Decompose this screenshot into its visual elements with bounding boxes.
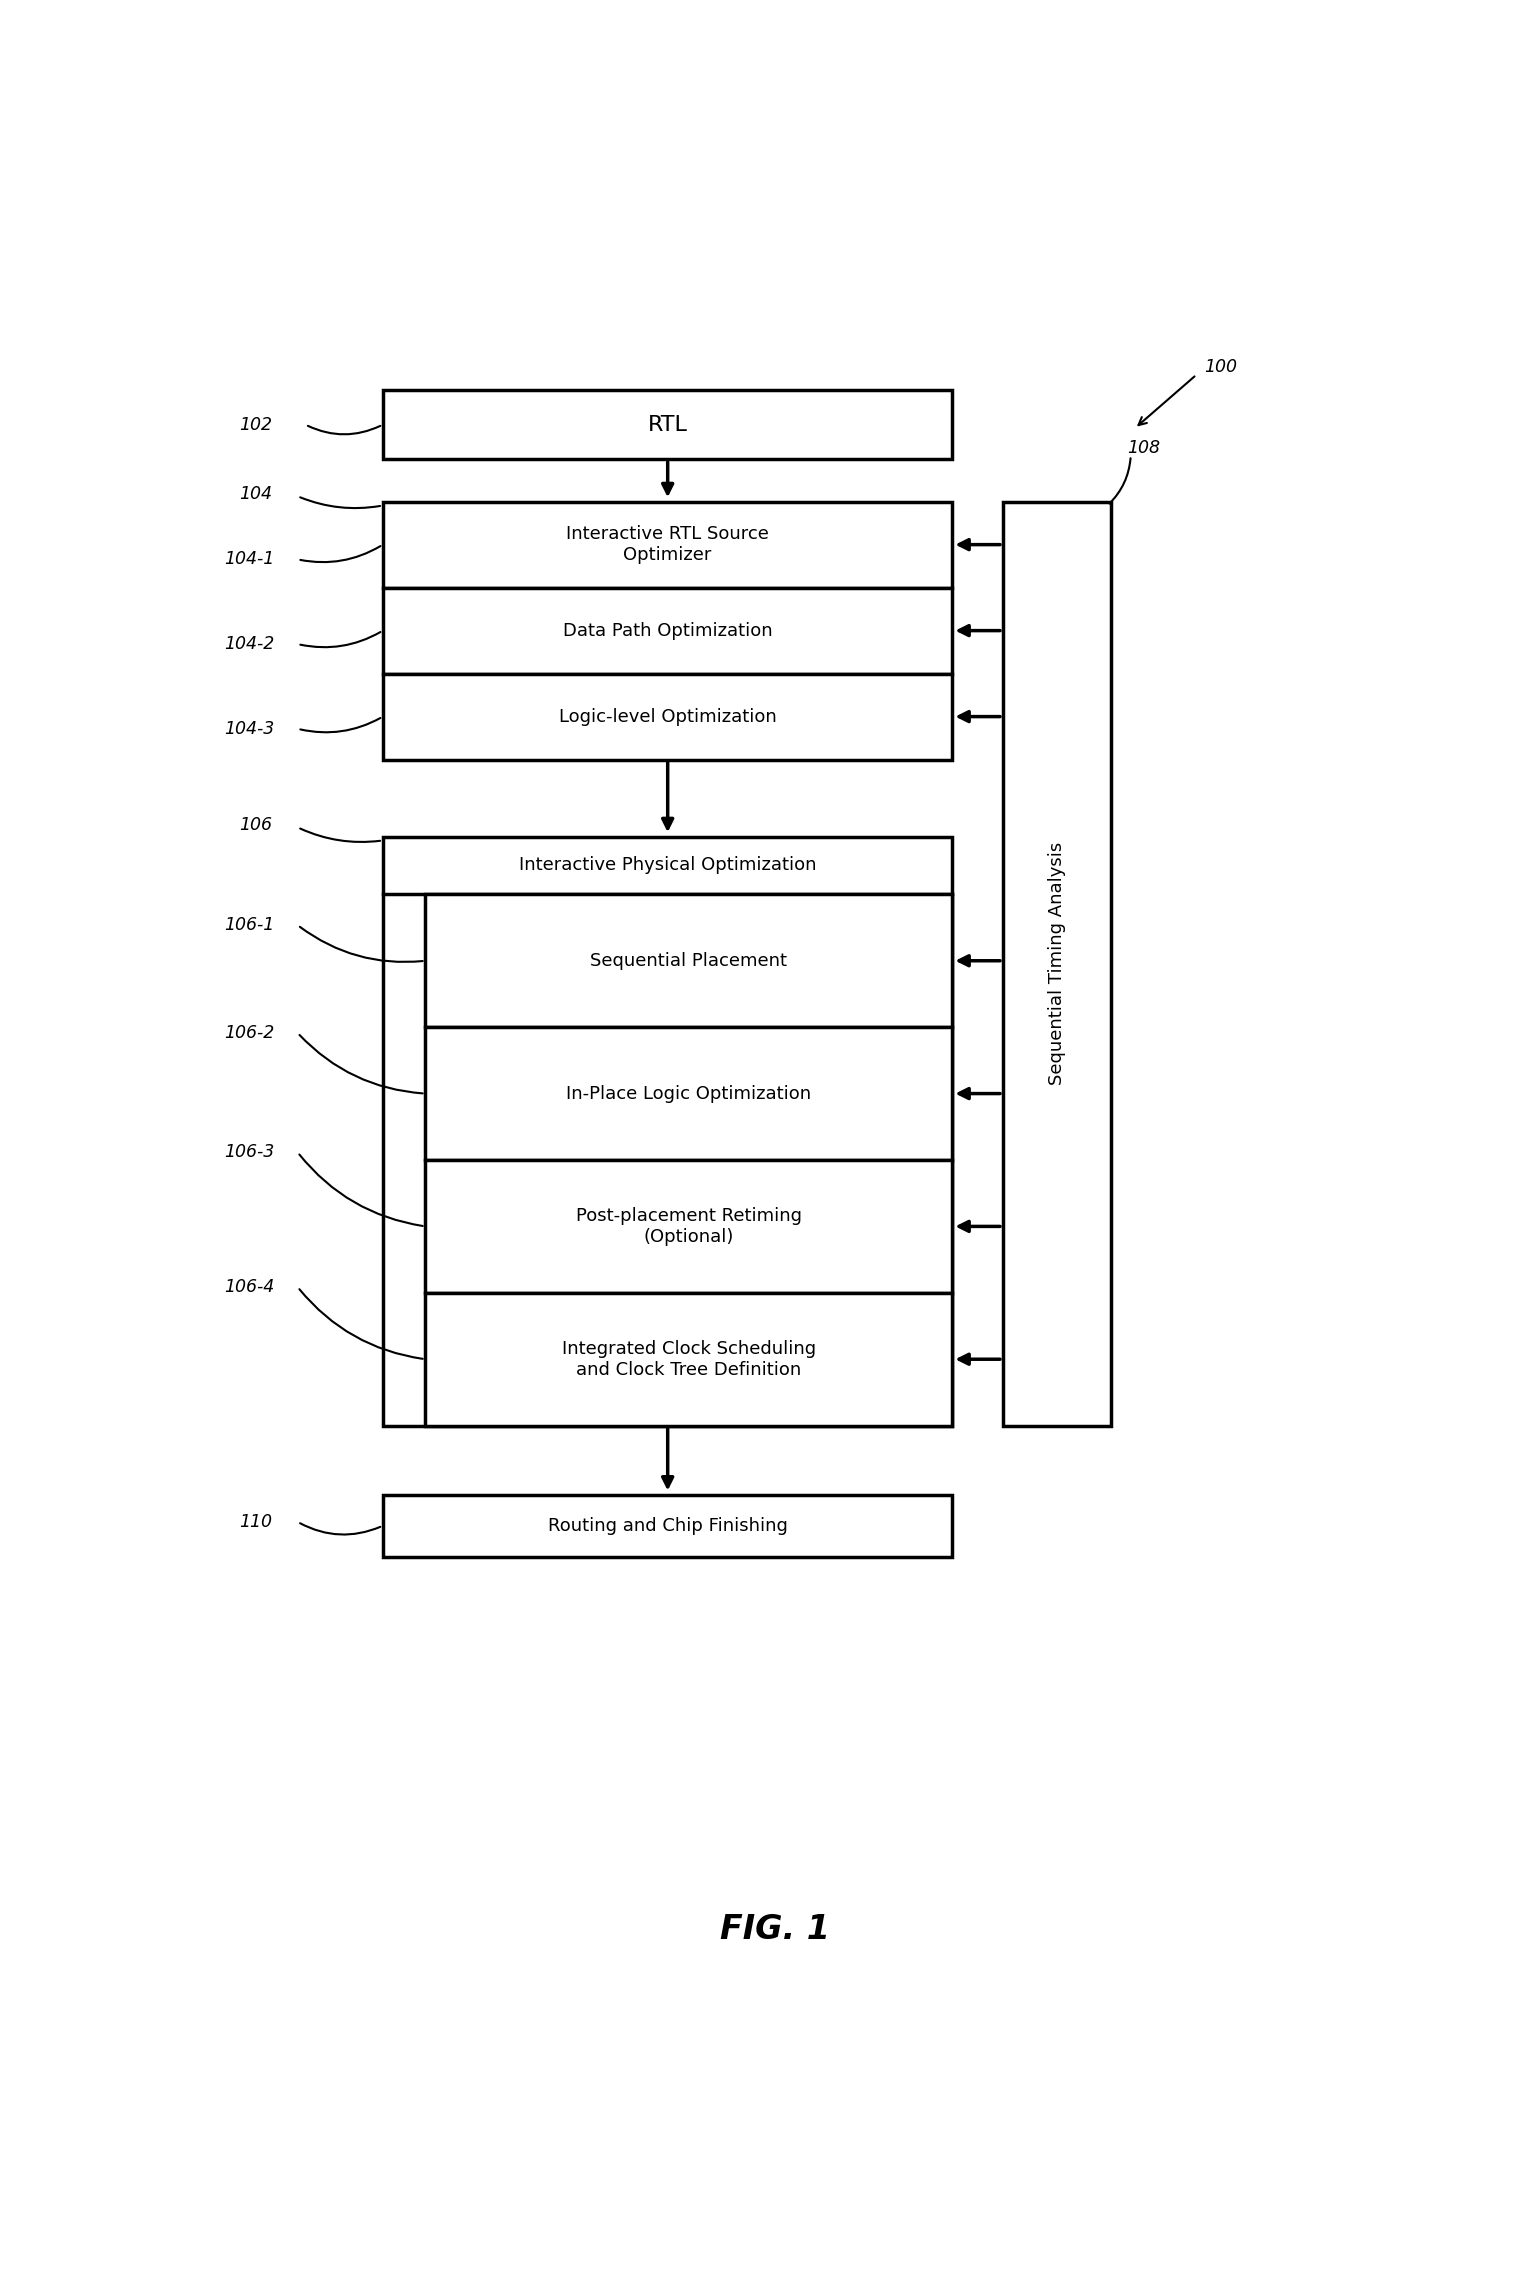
Text: 108: 108 [1127, 438, 1160, 456]
Bar [383, 837, 953, 1426]
Text: 106-1: 106-1 [224, 917, 274, 935]
Bar [383, 502, 953, 588]
Bar [383, 1494, 953, 1556]
Text: 104-3: 104-3 [224, 721, 274, 737]
Text: 100: 100 [1204, 358, 1238, 376]
Text: FIG. 1: FIG. 1 [720, 1914, 831, 1946]
Text: Post-placement Retiming
(Optional): Post-placement Retiming (Optional) [576, 1207, 802, 1245]
Text: 104-1: 104-1 [224, 550, 274, 568]
Text: 104: 104 [239, 486, 272, 502]
Text: 106-3: 106-3 [224, 1143, 274, 1161]
Bar [425, 894, 953, 1026]
Text: 106-4: 106-4 [224, 1277, 274, 1296]
Text: 110: 110 [239, 1512, 272, 1531]
Text: In-Place Logic Optimization: In-Place Logic Optimization [566, 1083, 811, 1102]
Bar [383, 673, 953, 760]
Text: Routing and Chip Finishing: Routing and Chip Finishing [548, 1517, 788, 1535]
Text: 106: 106 [239, 817, 272, 835]
Text: 106-2: 106-2 [224, 1024, 274, 1042]
Bar [425, 1161, 953, 1293]
Bar [425, 1026, 953, 1161]
Text: 104-2: 104-2 [224, 634, 274, 652]
Bar [425, 1293, 953, 1426]
Bar [1003, 502, 1112, 1426]
Text: 102: 102 [239, 415, 272, 433]
Text: RTL: RTL [648, 415, 687, 436]
Text: Interactive Physical Optimization: Interactive Physical Optimization [519, 855, 817, 874]
Bar [383, 588, 953, 673]
Text: Data Path Optimization: Data Path Optimization [563, 623, 773, 639]
Bar [383, 390, 953, 458]
Text: Sequential Placement: Sequential Placement [590, 951, 787, 969]
Text: Integrated Clock Scheduling
and Clock Tree Definition: Integrated Clock Scheduling and Clock Tr… [561, 1339, 816, 1378]
Text: Interactive RTL Source
Optimizer: Interactive RTL Source Optimizer [566, 525, 769, 563]
Text: Logic-level Optimization: Logic-level Optimization [558, 707, 776, 725]
Text: Sequential Timing Analysis: Sequential Timing Analysis [1049, 842, 1067, 1086]
